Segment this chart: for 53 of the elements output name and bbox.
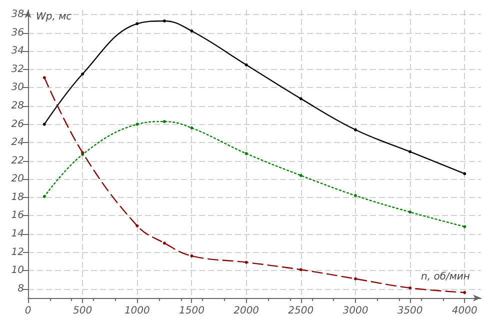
point bbox=[162, 120, 166, 124]
point bbox=[463, 172, 466, 176]
y-tick-label: 10 bbox=[11, 265, 24, 276]
x-axis-title: n, об/мин bbox=[421, 272, 470, 282]
point bbox=[244, 152, 248, 156]
point bbox=[42, 195, 46, 198]
point bbox=[463, 291, 466, 294]
x-tick-label: 3000 bbox=[342, 306, 368, 316]
y-tick-label: 14 bbox=[11, 228, 24, 240]
y-tick-label: 30 bbox=[11, 82, 24, 94]
y-axis-title: Wp, мс bbox=[36, 12, 72, 22]
point bbox=[42, 76, 46, 80]
y-tick-label: 38 bbox=[11, 9, 24, 20]
point bbox=[408, 210, 412, 214]
y-tick-label: 8 bbox=[18, 283, 24, 294]
y-tick-label: 36 bbox=[11, 27, 24, 38]
x-tick-label: 500 bbox=[73, 306, 92, 316]
point bbox=[162, 242, 166, 245]
x-tick-label: 3500 bbox=[397, 306, 423, 316]
point bbox=[190, 254, 194, 258]
point bbox=[299, 268, 302, 272]
point bbox=[408, 150, 412, 154]
y-tick-label: 34 bbox=[11, 46, 24, 57]
point bbox=[408, 286, 412, 290]
y-tick-label: 16 bbox=[11, 210, 24, 222]
x-tick-label: 1500 bbox=[179, 306, 204, 316]
point bbox=[354, 194, 357, 198]
point bbox=[136, 22, 139, 26]
point bbox=[244, 63, 248, 66]
x-tick-label: 0 bbox=[24, 306, 32, 316]
point bbox=[190, 30, 194, 33]
y-tick-label: 20 bbox=[11, 174, 24, 185]
y-tick-label: 12 bbox=[11, 246, 24, 258]
y-tick-label: 24 bbox=[11, 137, 24, 148]
point bbox=[354, 277, 357, 280]
line-series bbox=[42, 120, 466, 228]
point bbox=[42, 122, 46, 126]
y-tick-label: 32 bbox=[11, 64, 24, 75]
point bbox=[81, 72, 84, 76]
point bbox=[463, 225, 466, 228]
point bbox=[190, 126, 194, 130]
x-tick-label: 2000 bbox=[234, 306, 260, 316]
x-tick-label: 1000 bbox=[124, 306, 150, 316]
y-tick-label: 28 bbox=[11, 100, 24, 112]
y-tick-label: 26 bbox=[11, 118, 24, 130]
point bbox=[244, 260, 248, 264]
x-tick-label: 4000 bbox=[452, 306, 478, 316]
y-tick-label: 18 bbox=[11, 192, 24, 203]
x-tick-label: 2500 bbox=[288, 306, 314, 316]
point bbox=[354, 128, 357, 132]
point bbox=[299, 174, 302, 177]
y-tick-label: 22 bbox=[11, 155, 24, 166]
point bbox=[299, 97, 302, 100]
